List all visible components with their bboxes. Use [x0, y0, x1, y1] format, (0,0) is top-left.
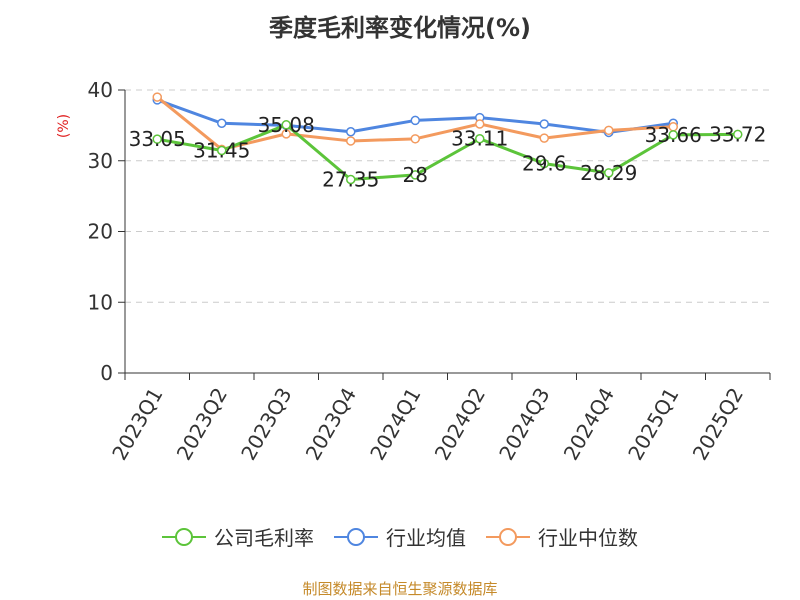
y-tick-label-1: 10	[88, 290, 113, 314]
x-tick-label-4: 2024Q1	[365, 384, 425, 465]
data-label-4: 28	[403, 163, 428, 187]
series-0-point-9	[733, 129, 743, 140]
series-2-point-0	[152, 92, 162, 102]
series-0-point-7	[604, 168, 614, 178]
series-2-point-7	[604, 125, 614, 136]
grid-lines	[125, 89, 770, 303]
series-0-point-6	[539, 158, 549, 169]
series-0-point-2	[281, 120, 291, 130]
x-tick-label-8: 2025Q1	[623, 384, 683, 465]
x-tick-label-9: 2025Q2	[688, 384, 748, 465]
data-labels: 33.05 31.45 35.08 27.35 28 33.11 29.6 28.29 33.6…	[129, 113, 767, 192]
legend-marker-icon	[162, 527, 206, 546]
data-label-2: 35.08	[258, 113, 315, 137]
x-tick-label-1: 2023Q2	[172, 384, 232, 465]
data-label-7: 28.29	[580, 161, 637, 185]
legend-item-2[interactable]: 行业中位数	[486, 522, 638, 551]
chart-title: 季度毛利率变化情况(%)	[269, 14, 531, 42]
legend-item-0[interactable]: 公司毛利率	[162, 522, 314, 551]
source-note: 制图数据来自恒生聚源数据库	[302, 580, 498, 598]
series-1-point-6	[539, 119, 549, 129]
legend-label-2: 行业中位数	[538, 526, 638, 550]
series-line-0	[156, 123, 738, 181]
series-2-point-4	[410, 134, 420, 144]
y-tick-label-0: 0	[100, 361, 113, 385]
series-0-point-0	[152, 134, 162, 144]
series-1-point-3	[346, 126, 356, 137]
data-label-9: 33.72	[709, 122, 766, 146]
y-tick-label-4: 40	[88, 78, 113, 102]
legend-label-0: 公司毛利率	[214, 526, 314, 550]
legend-item-1[interactable]: 行业均值	[334, 522, 466, 551]
x-tick-label-7: 2024Q4	[559, 384, 619, 465]
series-0-point-5	[475, 133, 485, 144]
data-label-0: 33.05	[129, 127, 186, 151]
series-2-point-3	[346, 136, 356, 146]
x-tick-label-6: 2024Q3	[494, 384, 554, 465]
data-label-5: 33.11	[451, 127, 508, 151]
series-2-point-6	[539, 133, 549, 143]
series-0-point-3	[346, 174, 356, 185]
y-tick-label-2: 20	[88, 220, 113, 244]
x-tick-label-0: 2023Q1	[107, 384, 167, 465]
series-2-point-2	[281, 129, 291, 139]
x-tick-label-5: 2024Q2	[430, 384, 490, 465]
series-1-point-4	[410, 115, 420, 126]
series-group	[152, 92, 743, 185]
legend-label-1: 行业均值	[386, 526, 466, 550]
series-2-point-5	[475, 119, 485, 129]
series-0-point-8	[668, 130, 678, 140]
data-label-8: 33.66	[645, 123, 702, 147]
legend: 公司毛利率 行业均值 行业中位数	[0, 522, 800, 552]
y-tick-label-3: 30	[88, 149, 113, 173]
legend-marker-icon	[334, 527, 378, 546]
data-label-3: 27.35	[322, 167, 379, 191]
legend-marker-icon	[486, 527, 530, 546]
series-0-point-4	[410, 170, 420, 180]
series-1-point-1	[217, 118, 227, 129]
y-axis-label: (%)	[56, 114, 72, 138]
x-tick-label-3: 2023Q4	[301, 384, 361, 465]
data-label-6: 29.6	[522, 152, 567, 176]
x-tick-label-2: 2023Q3	[236, 384, 296, 465]
axes	[118, 89, 771, 380]
data-label-1: 31.45	[193, 138, 250, 162]
series-0-point-1	[217, 145, 227, 156]
